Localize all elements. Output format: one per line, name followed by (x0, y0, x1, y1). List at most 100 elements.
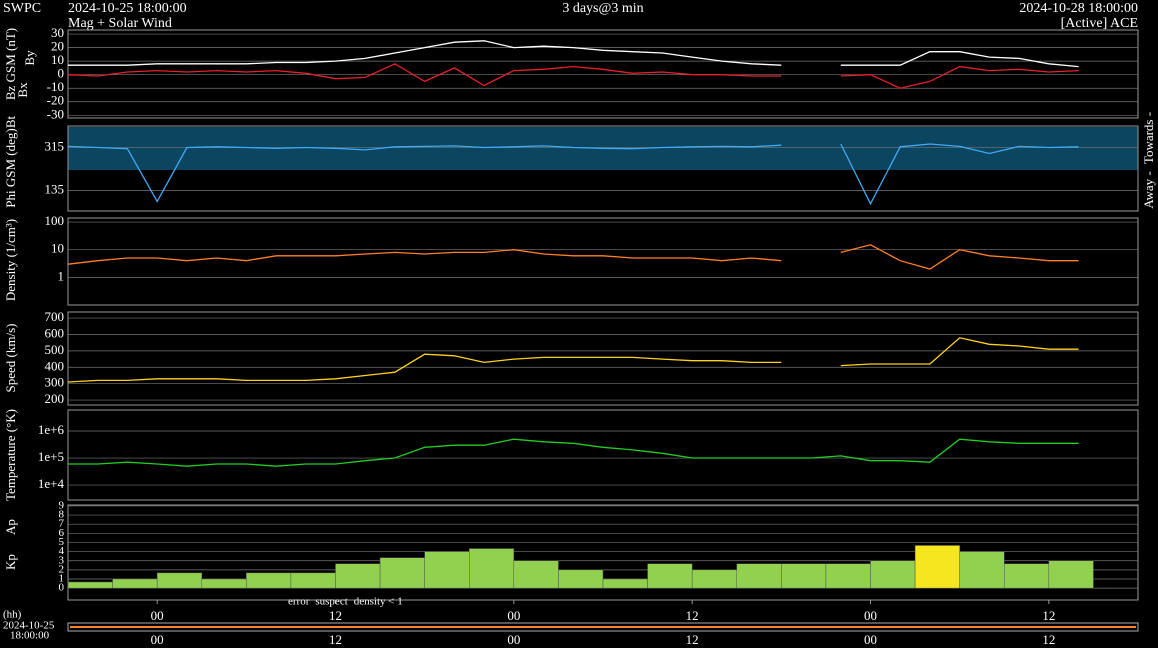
panel-frame (67, 409, 1139, 501)
kp-bar (781, 563, 827, 589)
y-tick-label: 8 (59, 509, 65, 521)
kp-bar (67, 581, 113, 589)
kp-bar (156, 572, 203, 589)
data-line (68, 438, 1079, 467)
x-tick-label: 00 (151, 632, 164, 647)
kp-bar (201, 578, 247, 589)
x-tick-label: 00 (864, 608, 877, 623)
flag-legend: suspect (315, 596, 347, 608)
axis-label: Bx (15, 82, 30, 98)
y-tick-label: 4 (59, 545, 65, 557)
y-tick-label: 315 (45, 139, 65, 154)
y-tick-label: 0 (58, 66, 65, 81)
x-tick-label: 12 (686, 632, 699, 647)
data-line (67, 143, 1079, 206)
axis-label: Ap (3, 519, 18, 535)
kp-bar (870, 560, 916, 589)
span: 3 days@3 min (562, 1, 643, 16)
x-tick-label: 12 (329, 608, 342, 623)
y-tick-label: -30 (47, 106, 64, 121)
kp-bar (112, 578, 158, 589)
y-tick-label: 30 (51, 25, 64, 40)
panel-frame (67, 217, 1139, 306)
x-tick-label: 00 (507, 632, 520, 647)
panel-frame (67, 311, 1139, 406)
flag-legend: density < 1 (354, 596, 403, 608)
x-tick-label: 12 (1042, 632, 1055, 647)
y-tick-label: 1e+4 (38, 476, 65, 491)
y-tick-label: -10 (47, 79, 64, 94)
series-label: Temperature (°K) (3, 409, 18, 501)
start-time: 2024-10-25 18:00:00 (68, 1, 187, 16)
x-tick-label: 12 (686, 608, 699, 623)
kp-bar (290, 572, 336, 589)
kp-bar (602, 578, 648, 589)
y-tick-label: 135 (45, 182, 65, 197)
kp-bar (424, 551, 470, 589)
panel-frame (67, 29, 1139, 119)
y-tick-label: 300 (45, 375, 65, 390)
y-tick-label: 10 (51, 241, 64, 256)
y-tick-label: 500 (45, 342, 65, 357)
time-slider (67, 622, 1139, 632)
source: [Active] ACE (1061, 16, 1138, 31)
x-tick-label: 00 (507, 608, 520, 623)
y-tick-label: 6 (59, 527, 65, 539)
end-time: 2024-10-28 18:00:00 (1019, 1, 1138, 16)
series-label: Speed (km/s) (3, 324, 18, 393)
flag-legend: error (288, 596, 310, 608)
y-tick-label: 2 (59, 563, 65, 575)
kp-bar (825, 563, 871, 589)
kp-bar (647, 563, 693, 589)
y-tick-label: 100 (45, 213, 65, 228)
series-label: Bt (3, 115, 18, 128)
y-tick-label: 3 (59, 554, 65, 566)
kp-bar (469, 548, 515, 589)
y-tick-label: 5 (59, 536, 65, 548)
series-label: Density (1/cm³) (3, 219, 18, 301)
axis-label: By (22, 50, 37, 66)
y-tick-label: -20 (47, 93, 64, 108)
axis-label: Away - (1141, 171, 1156, 208)
y-tick-label: 1 (58, 268, 65, 283)
panel-frame (67, 125, 1139, 212)
data-line (67, 63, 1079, 89)
kp-bar (691, 569, 738, 589)
y-tick-label: 600 (45, 325, 65, 340)
subtitle: Mag + Solar Wind (68, 16, 172, 31)
kp-bar (1004, 563, 1050, 589)
y-tick-label: 200 (45, 391, 65, 406)
x-tick-label: 00 (864, 632, 877, 647)
unit: (hh) (3, 609, 22, 621)
x-tick-label: 00 (151, 608, 164, 623)
series-label: Phi GSM (deg) (3, 128, 18, 207)
y-tick-label: 400 (45, 358, 65, 373)
y-tick-label: 7 (59, 518, 65, 530)
kp-bar (246, 572, 292, 589)
kp-bar (1048, 560, 1094, 589)
series-label: Bz GSM (nT) (3, 28, 18, 100)
x-tick-label: 12 (1042, 608, 1055, 623)
y-tick-label: 1e+6 (38, 422, 65, 437)
axis-label: Towards - (1141, 112, 1156, 164)
kp-bar (736, 563, 782, 589)
kp-bar (959, 551, 1005, 589)
y-tick-label: 9 (59, 499, 65, 511)
x-tick-label: 12 (329, 632, 342, 647)
date: 2024-10-25 (3, 620, 55, 632)
kp-bar (379, 557, 425, 589)
y-tick-label: 1e+5 (38, 449, 64, 464)
data-line (67, 244, 1079, 270)
data-line (67, 337, 1079, 383)
agency: SWPC (3, 1, 41, 16)
y-tick-label: 10 (51, 52, 64, 67)
time: 18:00:00 (10, 630, 50, 642)
kp-bar (513, 560, 559, 589)
kp-bar (558, 569, 604, 589)
y-tick-label: 1 (59, 573, 65, 585)
kp-bar (914, 545, 960, 589)
data-line (68, 40, 1079, 68)
y-tick-label: 20 (51, 39, 64, 54)
